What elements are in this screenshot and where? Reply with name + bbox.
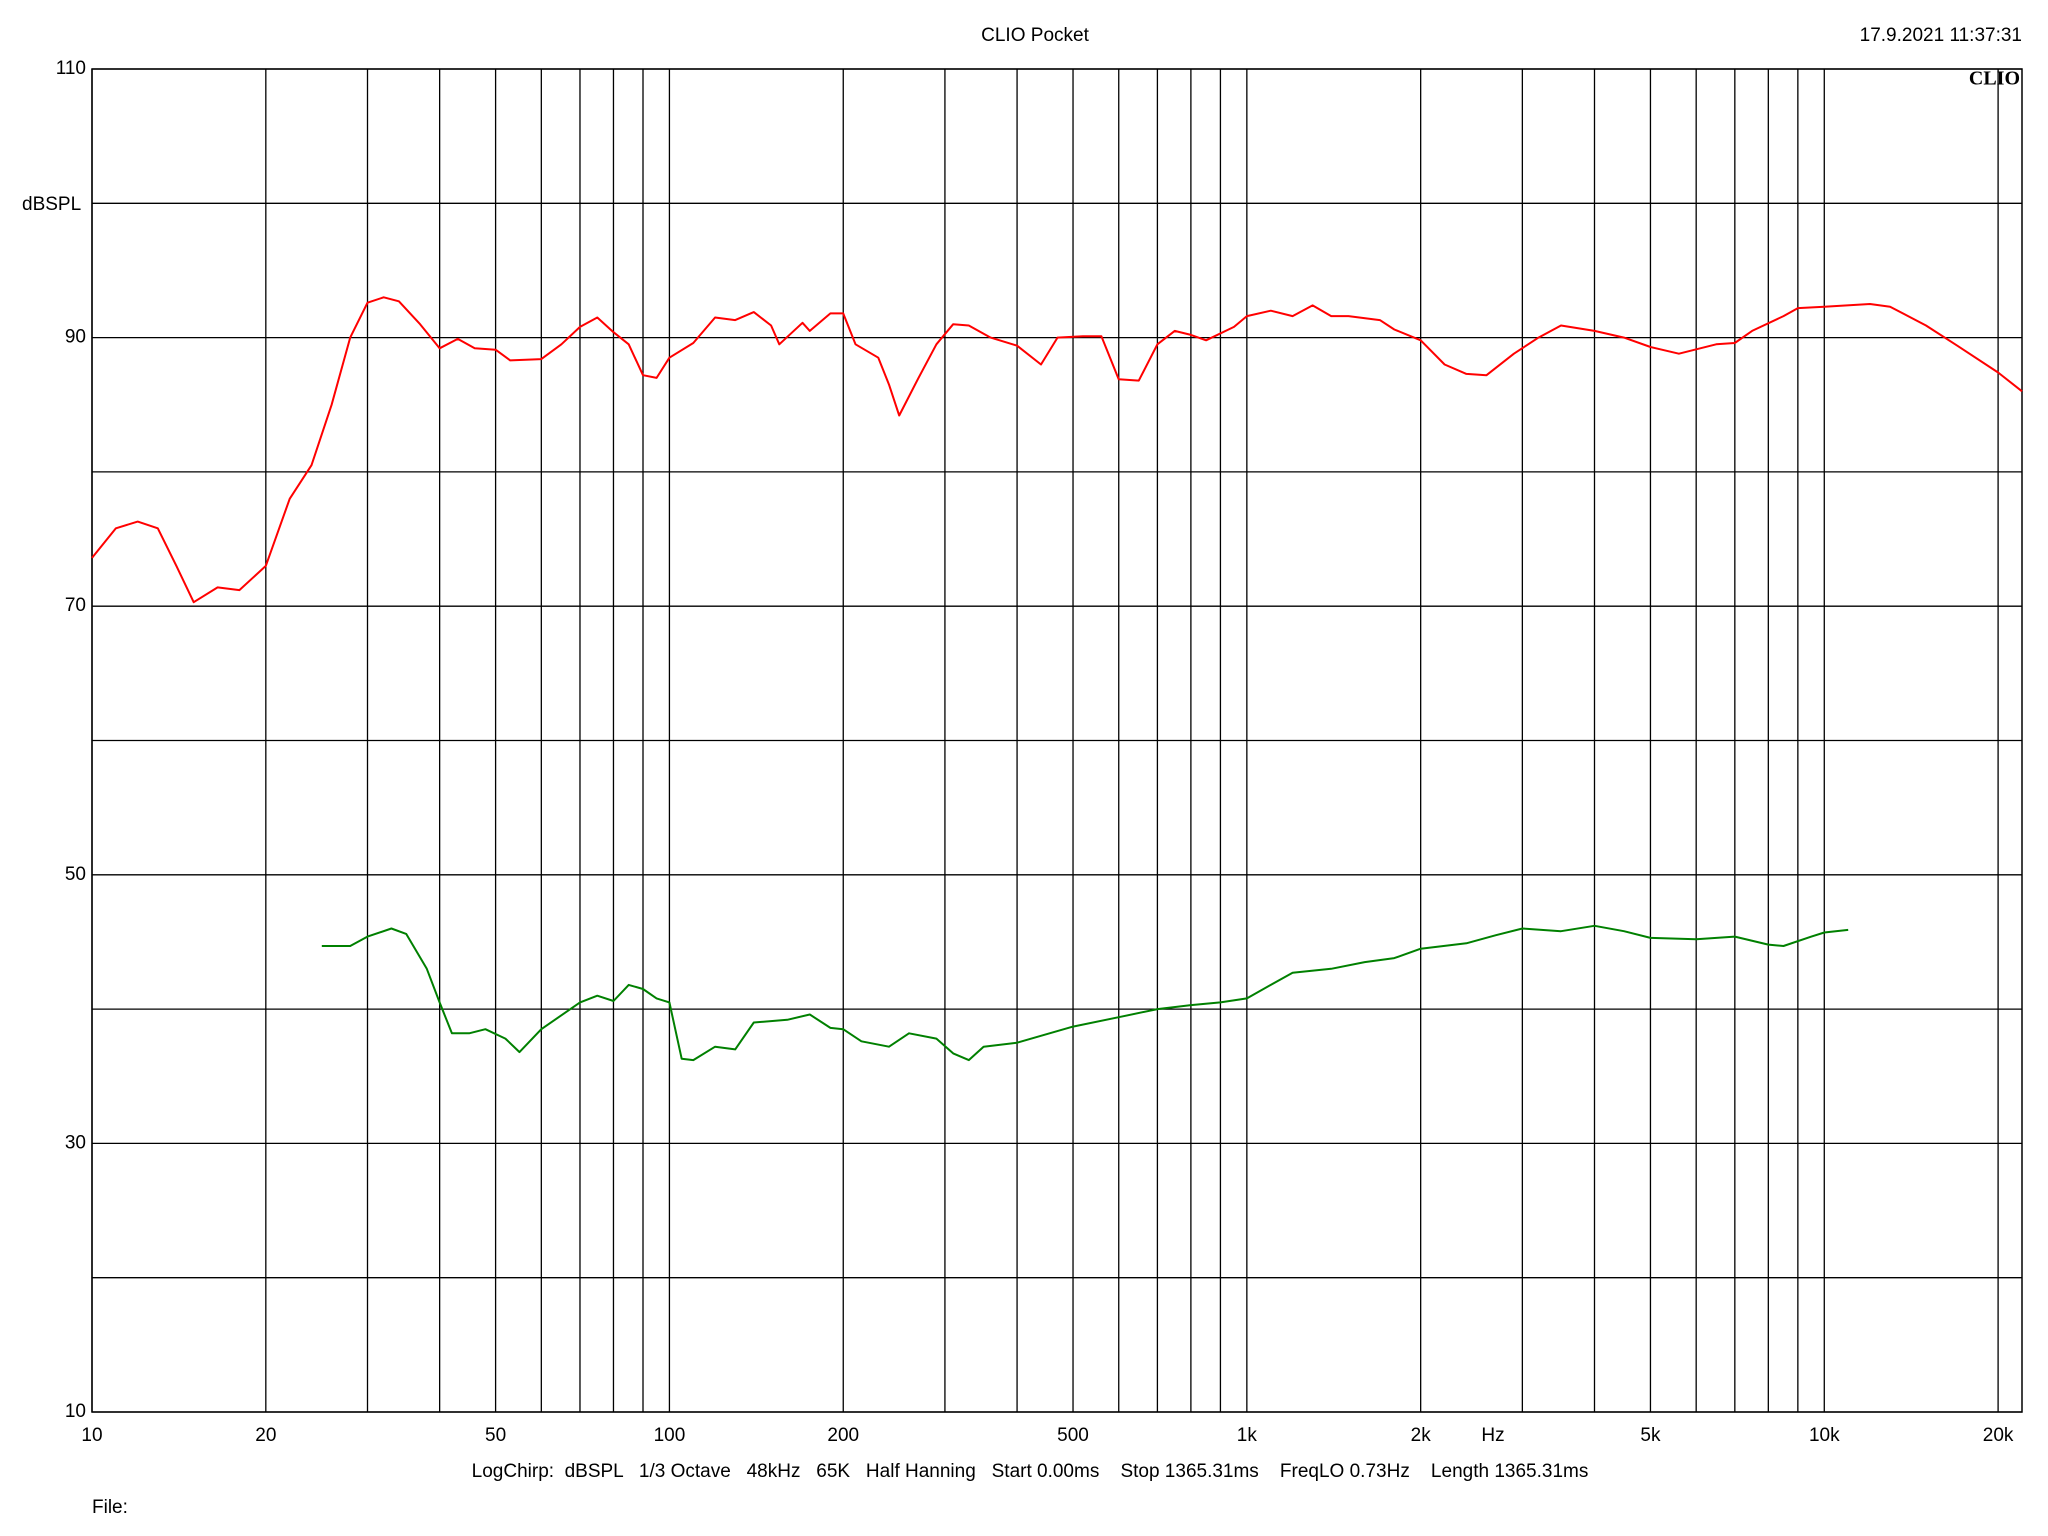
logo: CLIO <box>1969 68 2020 90</box>
x-tick-label: 2k <box>1411 1425 1432 1446</box>
y-tick-label: 50 <box>65 864 86 885</box>
series-line <box>91 296 2023 604</box>
x-tick-label: 1k <box>1237 1425 1258 1446</box>
footer: LogChirp: dBSPL 1/3 Octave 48kHz 65K Hal… <box>472 1461 1589 1482</box>
y-tick-label: 110 <box>56 58 86 79</box>
chart-title: CLIO Pocket <box>981 25 1089 46</box>
x-tick-label: 500 <box>1057 1425 1089 1446</box>
y-axis-label: dBSPL <box>22 194 81 215</box>
x-axis-label: Hz <box>1481 1425 1504 1446</box>
x-tick-label: 200 <box>827 1425 859 1446</box>
x-tick-label: 10 <box>81 1425 102 1446</box>
x-tick-label: 50 <box>485 1425 506 1446</box>
file-label: File: <box>92 1497 128 1518</box>
series-line <box>321 924 1849 1062</box>
x-tick-label: 10k <box>1809 1425 1840 1446</box>
x-tick-label: 5k <box>1640 1425 1661 1446</box>
x-tick-label: 100 <box>654 1425 686 1446</box>
timestamp: 17.9.2021 11:37:31 <box>1860 25 2022 46</box>
y-tick-label: 10 <box>65 1401 86 1422</box>
y-tick-label: 90 <box>65 327 86 348</box>
y-tick-label: 70 <box>65 595 86 616</box>
y-tick-label: 30 <box>65 1132 86 1153</box>
x-tick-label: 20k <box>1983 1425 2014 1446</box>
x-tick-label: 20 <box>255 1425 276 1446</box>
